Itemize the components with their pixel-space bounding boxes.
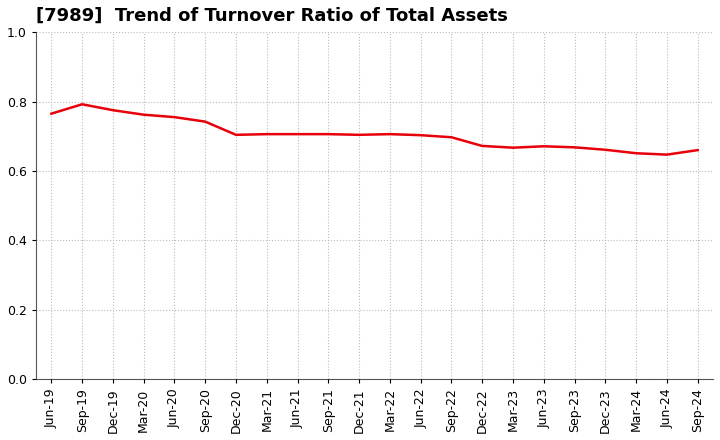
Text: [7989]  Trend of Turnover Ratio of Total Assets: [7989] Trend of Turnover Ratio of Total … [36,7,508,25]
